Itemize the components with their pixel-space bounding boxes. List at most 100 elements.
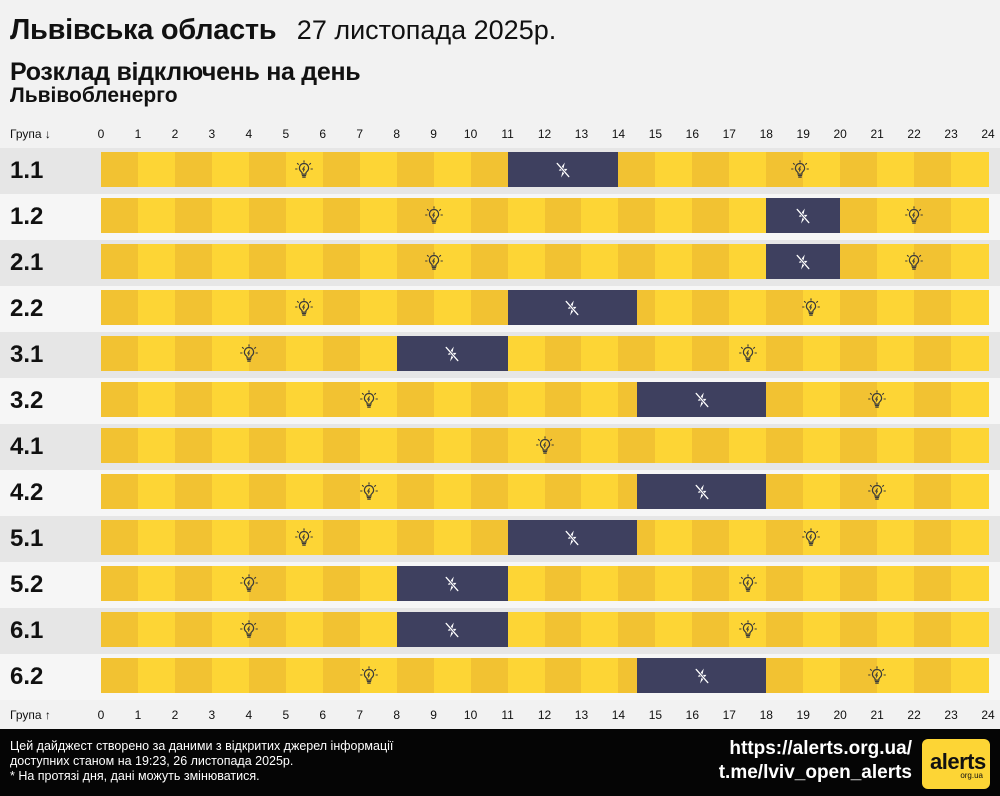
hour-cell-power-on	[322, 658, 361, 693]
lightbulb-icon	[359, 390, 379, 410]
hour-cell-power-on	[433, 198, 472, 233]
hour-tick: 12	[537, 127, 552, 141]
hour-cell-power-on	[174, 152, 213, 187]
hour-cell-power-on	[433, 244, 472, 279]
hour-cell-power-on	[729, 198, 767, 233]
hour-cell-power-on	[877, 612, 915, 647]
hour-cell-power-on	[618, 566, 656, 601]
hour-cell-power-on	[544, 658, 582, 693]
no-power-icon	[793, 206, 813, 226]
hour-cell-power-on	[470, 428, 509, 463]
hour-tick: 22	[907, 708, 921, 722]
hour-cell-power-on	[618, 152, 656, 187]
hour-tick: 11	[501, 708, 514, 722]
hour-cell-power-on	[692, 428, 730, 463]
hour-cell-power-on	[433, 658, 472, 693]
no-power-icon	[562, 298, 582, 318]
hour-cell-power-on	[581, 428, 619, 463]
hour-cell-power-on	[581, 474, 619, 509]
hour-cell-power-on	[840, 152, 878, 187]
telegram-link[interactable]: t.me/lviv_open_alerts	[718, 762, 912, 783]
hour-cell-power-on	[174, 244, 213, 279]
hour-cell-power-on	[137, 152, 176, 187]
hour-cell-power-on	[951, 474, 989, 509]
hour-cell-power-on	[248, 290, 287, 325]
hour-cell-power-on	[211, 474, 250, 509]
hour-cell-power-on	[877, 198, 915, 233]
hour-cell-power-on	[655, 566, 693, 601]
hour-cell-power-on	[544, 336, 582, 371]
hour-cell-power-on	[396, 152, 435, 187]
hour-cell-power-on	[101, 382, 139, 417]
hour-cell-power-on	[359, 336, 398, 371]
hour-cell-power-on	[951, 244, 989, 279]
hour-cell-power-on	[507, 198, 545, 233]
hour-cell-power-on	[951, 520, 989, 555]
footer-links: https://alerts.org.ua/ t.me/lviv_open_al…	[719, 737, 912, 785]
group-row-4.1: 4.1	[0, 424, 1000, 470]
hour-cell-power-on	[396, 244, 435, 279]
hour-cell-power-on	[101, 428, 139, 463]
hour-cell-power-on	[840, 612, 878, 647]
hour-cell-power-on	[248, 520, 287, 555]
hour-cell-power-on	[766, 428, 804, 463]
hour-cell-power-on	[211, 290, 250, 325]
group-row-2.2: 2.2	[0, 286, 1000, 332]
hour-cell-power-on	[914, 336, 952, 371]
hour-cell-power-on	[581, 336, 619, 371]
hour-cell-power-on	[692, 152, 730, 187]
group-label: 6.2	[10, 663, 44, 690]
hour-cell-power-on	[877, 244, 915, 279]
hour-cell-power-on	[322, 244, 361, 279]
no-power-icon	[692, 390, 712, 410]
hour-tick: 11	[501, 127, 514, 141]
hour-cell-power-on	[914, 612, 952, 647]
lightbulb-icon	[424, 252, 444, 272]
group-row-6.2: 6.2	[0, 654, 1000, 700]
hour-cell-power-on	[729, 290, 767, 325]
lightbulb-icon	[535, 436, 555, 456]
hour-cell-power-on	[359, 152, 398, 187]
hour-cell-power-on	[729, 428, 767, 463]
logo-text: alerts	[930, 749, 986, 774]
hour-cell-power-on	[101, 198, 139, 233]
hour-tick: 4	[245, 127, 253, 141]
hour-tick: 19	[796, 708, 810, 722]
hour-cell-power-on	[655, 198, 693, 233]
no-power-icon	[562, 528, 582, 548]
hour-cell-power-on	[877, 290, 915, 325]
hour-cell-power-on	[396, 474, 435, 509]
hour-cell-power-on	[618, 336, 656, 371]
no-power-icon	[692, 482, 712, 502]
hour-cell-power-on	[101, 612, 139, 647]
hour-cell-power-on	[174, 290, 213, 325]
site-link[interactable]: https://alerts.org.ua/	[729, 738, 912, 759]
hour-cell-power-on	[285, 474, 324, 509]
group-row-3.2: 3.2	[0, 378, 1000, 424]
hour-cell-power-on	[174, 382, 213, 417]
lightbulb-icon	[904, 206, 924, 226]
hour-cell-power-on	[174, 336, 213, 371]
hour-cell-power-on	[877, 382, 915, 417]
hour-cell-power-on	[766, 290, 804, 325]
hour-cell-power-on	[803, 474, 841, 509]
hour-cell-power-on	[692, 336, 730, 371]
hour-cell-power-on	[359, 382, 398, 417]
lightbulb-icon	[867, 666, 887, 686]
hour-cell-power-on	[396, 290, 435, 325]
hour-cell-power-on	[359, 474, 398, 509]
hour-cell-power-on	[803, 382, 841, 417]
hour-cell-power-on	[285, 382, 324, 417]
hour-cell-power-on	[877, 566, 915, 601]
hour-cell-power-on	[655, 244, 693, 279]
hour-tick: 20	[833, 127, 847, 141]
hour-cell-power-on	[766, 612, 804, 647]
provider-name: Львівобленерго	[10, 84, 178, 107]
hour-cell-power-on	[951, 428, 989, 463]
hour-tick: 5	[282, 127, 290, 141]
hour-cell-power-on	[285, 244, 324, 279]
hour-cell-power-on	[877, 520, 915, 555]
lightbulb-icon	[904, 252, 924, 272]
group-label: 3.2	[10, 387, 44, 414]
no-power-icon	[442, 574, 462, 594]
